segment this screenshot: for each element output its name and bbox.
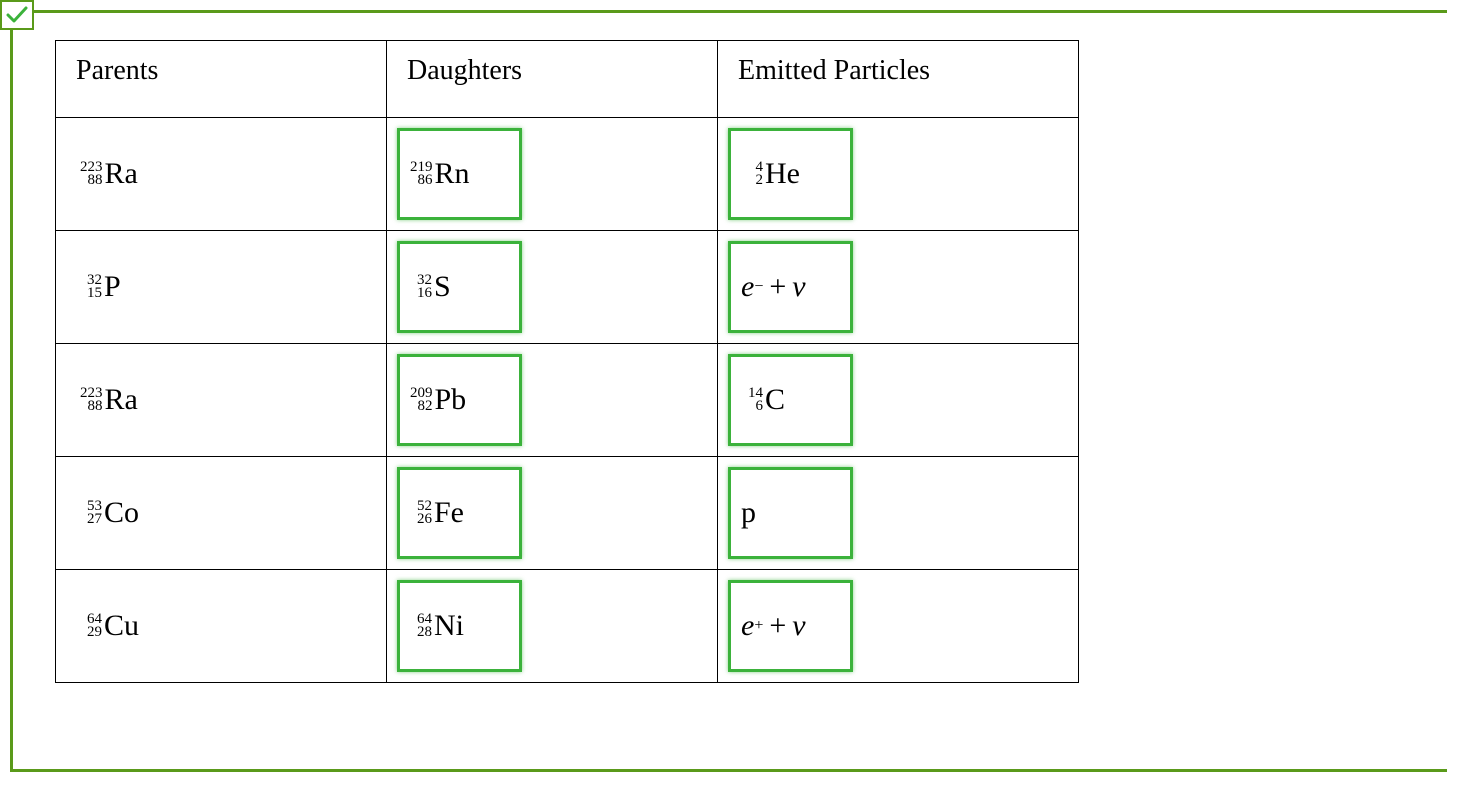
atomic-number: 88 [88, 400, 103, 413]
emitted-cell: 4 2 He [718, 118, 1079, 231]
atomic-number: 27 [87, 513, 102, 526]
atomic-number: 29 [87, 626, 102, 639]
parent-cell: 64 29 Cu [56, 570, 387, 683]
element-symbol: Co [104, 498, 139, 528]
nuclide-scripts: 32 15 [80, 274, 102, 300]
atomic-number: 15 [87, 287, 102, 300]
parent-nuclide: 223 88 Ra [66, 155, 144, 193]
parent-nuclide: 64 29 Cu [66, 607, 145, 645]
nuclide-scripts: 219 86 [410, 161, 433, 187]
element-symbol: C [765, 385, 785, 415]
neutrino-symbol: ν [792, 609, 805, 643]
atomic-number: 2 [756, 174, 764, 187]
emitted-cell: p [718, 457, 1079, 570]
daughter-answer-box: 32 16 S [397, 241, 522, 333]
table-row: 32 15 P 32 16 S [56, 231, 1079, 344]
atomic-number: 6 [756, 400, 764, 413]
element-symbol: P [104, 272, 121, 302]
parent-cell: 53 27 Co [56, 457, 387, 570]
emitted-cell: e− + ν [718, 231, 1079, 344]
daughter-cell: 64 28 Ni [387, 570, 718, 683]
decay-table: Parents Daughters Emitted Particles 223 … [55, 40, 1079, 683]
table-header-row: Parents Daughters Emitted Particles [56, 41, 1079, 118]
nuclide-scripts: 223 88 [80, 387, 103, 413]
header-parents: Parents [56, 41, 387, 118]
nuclide-scripts: 64 29 [80, 613, 102, 639]
parent-cell: 32 15 P [56, 231, 387, 344]
table-row: 223 88 Ra 209 82 Pb [56, 344, 1079, 457]
content-area: Parents Daughters Emitted Particles 223 … [55, 40, 1079, 683]
electron-symbol: e [741, 270, 754, 304]
emitted-answer-box: e+ + ν [728, 580, 853, 672]
element-symbol: Ra [105, 385, 138, 415]
table-row: 53 27 Co 52 26 Fe [56, 457, 1079, 570]
nuclide-scripts: 209 82 [410, 387, 433, 413]
nuclide-scripts: 52 26 [410, 500, 432, 526]
emitted-cell: e+ + ν [718, 570, 1079, 683]
atomic-number: 26 [417, 513, 432, 526]
nuclide-scripts: 32 16 [410, 274, 432, 300]
electron-symbol: e [741, 609, 754, 643]
daughter-cell: 219 86 Rn [387, 118, 718, 231]
neutrino-symbol: ν [792, 270, 805, 304]
parent-nuclide: 53 27 Co [66, 494, 145, 532]
table-row: 64 29 Cu 64 28 Ni [56, 570, 1079, 683]
element-symbol: Cu [104, 611, 139, 641]
element-symbol: Rn [435, 159, 470, 189]
correct-check-icon [0, 0, 34, 30]
header-daughters: Daughters [387, 41, 718, 118]
emitted-answer-box: 14 6 C [728, 354, 853, 446]
element-symbol: Ra [105, 159, 138, 189]
daughter-answer-box: 219 86 Rn [397, 128, 522, 220]
daughter-cell: 209 82 Pb [387, 344, 718, 457]
nuclide-scripts: 4 2 [741, 161, 763, 187]
atomic-number: 28 [417, 626, 432, 639]
element-symbol: S [434, 272, 451, 302]
daughter-cell: 32 16 S [387, 231, 718, 344]
emitted-answer-box: 4 2 He [728, 128, 853, 220]
parent-cell: 223 88 Ra [56, 118, 387, 231]
element-symbol: Fe [434, 498, 464, 528]
proton-symbol: p [741, 498, 756, 528]
daughter-answer-box: 209 82 Pb [397, 354, 522, 446]
nuclide-scripts: 64 28 [410, 613, 432, 639]
plus-sign: + [763, 609, 792, 643]
parent-cell: 223 88 Ra [56, 344, 387, 457]
emitted-answer-box: e− + ν [728, 241, 853, 333]
parent-nuclide: 32 15 P [66, 268, 127, 306]
nuclide-scripts: 223 88 [80, 161, 103, 187]
daughter-cell: 52 26 Fe [387, 457, 718, 570]
emitted-cell: 14 6 C [718, 344, 1079, 457]
atomic-number: 16 [417, 287, 432, 300]
nuclide-scripts: 14 6 [741, 387, 763, 413]
emitted-answer-box: p [728, 467, 853, 559]
atomic-number: 88 [88, 174, 103, 187]
element-symbol: He [765, 159, 800, 189]
atomic-number: 82 [418, 400, 433, 413]
header-emitted: Emitted Particles [718, 41, 1079, 118]
atomic-number: 86 [418, 174, 433, 187]
daughter-answer-box: 64 28 Ni [397, 580, 522, 672]
plus-sign: + [763, 270, 792, 304]
table-row: 223 88 Ra 219 86 Rn [56, 118, 1079, 231]
nuclide-scripts: 53 27 [80, 500, 102, 526]
parent-nuclide: 223 88 Ra [66, 381, 144, 419]
element-symbol: Pb [435, 385, 467, 415]
element-symbol: Ni [434, 611, 464, 641]
daughter-answer-box: 52 26 Fe [397, 467, 522, 559]
